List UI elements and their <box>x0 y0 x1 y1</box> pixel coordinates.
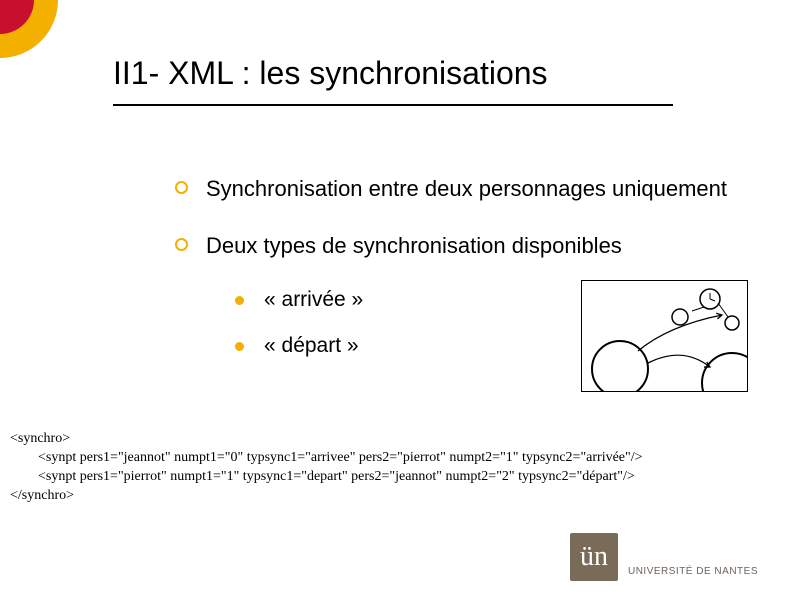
dot-bullet-icon <box>235 342 244 351</box>
logo-mark-icon: ün <box>570 533 618 581</box>
code-line: <synchro> <box>10 430 784 449</box>
code-block: <synchro> <synpt pers1="jeannot" numpt1=… <box>10 430 784 506</box>
code-line: </synchro> <box>10 487 784 506</box>
corner-decoration <box>0 0 60 60</box>
sub-bullet-text: « départ » <box>264 334 359 358</box>
logo-letters: ün <box>580 543 608 571</box>
bullet-text: Deux types de synchronisation disponible… <box>206 232 622 261</box>
code-line: <synpt pers1="pierrot" numpt1="1" typsyn… <box>10 468 784 487</box>
ring-bullet-icon <box>175 238 188 251</box>
bullet-item: Deux types de synchronisation disponible… <box>175 232 734 261</box>
logo-text: UNIVERSITÉ DE NANTES <box>628 566 758 581</box>
title-rule <box>113 104 673 106</box>
ring-bullet-icon <box>175 181 188 194</box>
bullet-item: Synchronisation entre deux personnages u… <box>175 175 734 204</box>
sub-bullet-text: « arrivée » <box>264 288 363 312</box>
university-logo: ün UNIVERSITÉ DE NANTES <box>570 533 758 581</box>
bullet-text: Synchronisation entre deux personnages u… <box>206 175 727 204</box>
slide-title: II1- XML : les synchronisations <box>113 55 754 92</box>
code-line: <synpt pers1="jeannot" numpt1="0" typsyn… <box>10 449 784 468</box>
illustration <box>581 280 748 392</box>
dot-bullet-icon <box>235 296 244 305</box>
